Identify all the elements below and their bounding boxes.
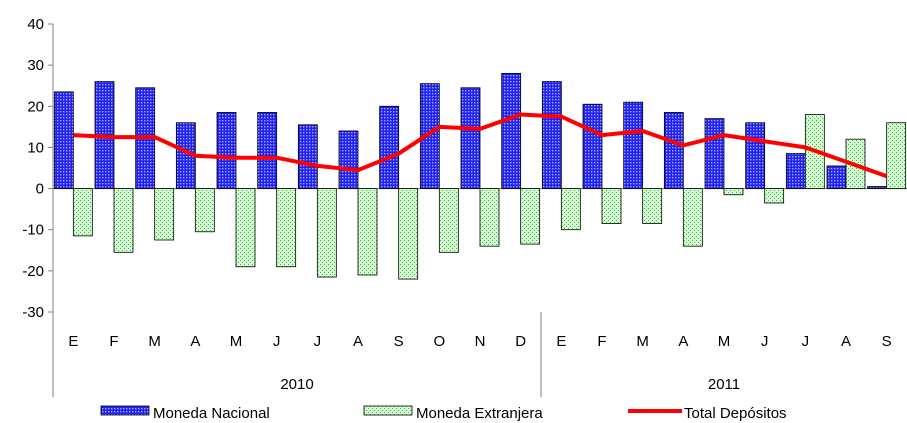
bar-moneda-nacional	[338, 130, 359, 189]
x-tick-label: J	[314, 333, 322, 350]
bar-moneda-extranjera	[560, 188, 581, 231]
bar-moneda-nacional	[379, 105, 400, 189]
bar-moneda-extranjera	[682, 188, 703, 247]
y-tick-label: -10	[22, 222, 44, 239]
legend-swatch-moneda-extranjera	[363, 405, 413, 416]
x-tick-label: A	[190, 333, 200, 350]
bar-moneda-nacional	[216, 112, 237, 189]
bar-moneda-extranjera	[357, 188, 378, 276]
bar-moneda-nacional	[297, 124, 318, 189]
bar-moneda-extranjera	[72, 188, 93, 237]
y-axis: -30 -20 -10 0 10 20 30 40	[22, 16, 54, 321]
y-tick-label: 10	[27, 139, 44, 156]
bar-moneda-nacional	[582, 103, 603, 189]
x-tick-label: D	[515, 333, 526, 350]
bar-moneda-nacional	[541, 81, 562, 189]
x-tick-label: J	[273, 333, 281, 350]
bars	[53, 72, 907, 280]
x-group-label: 2010	[280, 376, 313, 393]
x-tick-label: N	[475, 333, 486, 350]
y-tick-label: -20	[22, 263, 44, 280]
x-tick-label: M	[230, 333, 243, 350]
x-tick-label: F	[597, 333, 606, 350]
x-tick-label: J	[761, 333, 769, 350]
bar-moneda-nacional	[419, 83, 440, 189]
bar-moneda-nacional	[704, 118, 725, 189]
x-tick-label: E	[556, 333, 566, 350]
x-tick-label: M	[636, 333, 649, 350]
x-tick-label: S	[394, 333, 404, 350]
x-tick-label: A	[353, 333, 363, 350]
bar-moneda-nacional	[867, 186, 888, 189]
bar-moneda-extranjera	[723, 188, 744, 196]
x-tick-label: J	[802, 333, 810, 350]
bar-moneda-extranjera	[194, 188, 215, 233]
x-tick-label: F	[109, 333, 118, 350]
y-tick-label: 0	[36, 181, 44, 198]
bar-moneda-extranjera	[113, 188, 134, 253]
bar-moneda-nacional	[785, 153, 806, 189]
x-tick-label: A	[841, 333, 851, 350]
y-tick-label: 30	[27, 57, 44, 74]
bar-moneda-extranjera	[235, 188, 256, 268]
x-tick-label: M	[718, 333, 731, 350]
bar-moneda-extranjera	[438, 188, 459, 253]
legend: Moneda Nacional Moneda Extranjera Total De…	[100, 405, 787, 422]
total-depositos-line	[73, 112, 888, 179]
y-tick-label: -30	[22, 304, 44, 321]
legend-swatch-moneda-nacional	[100, 405, 150, 416]
legend-label-moneda-nacional: Moneda Nacional	[153, 405, 270, 422]
bar-moneda-extranjera	[479, 188, 500, 247]
bar-moneda-nacional	[257, 112, 278, 189]
y-tick-label: 20	[27, 98, 44, 115]
bar-moneda-nacional	[826, 165, 847, 189]
x-tick-label: M	[148, 333, 161, 350]
bar-moneda-extranjera	[886, 122, 907, 189]
bar-moneda-nacional	[745, 122, 766, 189]
legend-label-moneda-extranjera: Moneda Extranjera	[416, 405, 543, 422]
bar-moneda-extranjera	[764, 188, 785, 204]
x-group-label: 2011	[708, 376, 740, 393]
bar-moneda-extranjera	[398, 188, 419, 280]
bar-moneda-extranjera	[642, 188, 663, 224]
bar-moneda-extranjera	[154, 188, 175, 241]
bar-moneda-nacional	[663, 112, 684, 189]
y-tick-label: 40	[27, 16, 44, 33]
bar-moneda-extranjera	[276, 188, 297, 268]
bar-moneda-extranjera	[520, 188, 541, 245]
line-total-depositos	[73, 112, 888, 179]
x-tick-label: S	[882, 333, 892, 350]
x-tick-label: A	[678, 333, 688, 350]
legend-label-total-depositos: Total Depósitos	[684, 405, 787, 422]
x-tick-label: E	[68, 333, 78, 350]
bar-moneda-nacional	[501, 72, 522, 189]
bar-moneda-nacional	[53, 91, 74, 189]
bar-moneda-nacional	[623, 101, 644, 189]
bar-moneda-extranjera	[601, 188, 622, 224]
x-tick-label: O	[433, 333, 445, 350]
x-axis: E F M A M J J A S O N D E F M A M J J A S 2010 2011	[52, 188, 907, 397]
bar-moneda-nacional	[460, 87, 481, 189]
bar-moneda-extranjera	[316, 188, 337, 278]
